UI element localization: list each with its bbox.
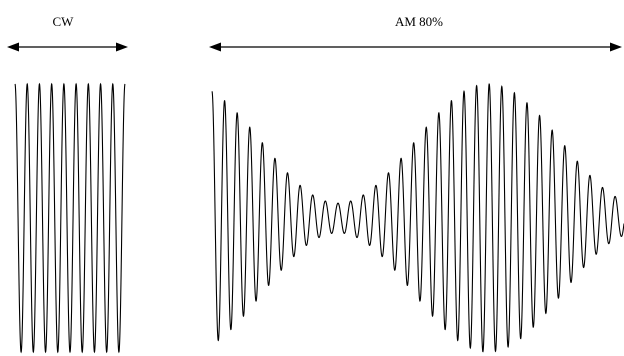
- am-span-arrow: [209, 42, 622, 52]
- am-waveform: [211, 83, 624, 353]
- cw-span-arrow: [7, 42, 128, 52]
- am-label: AM 80%: [395, 14, 443, 29]
- cw-label: CW: [53, 14, 75, 29]
- cw-waveform: [14, 82, 126, 354]
